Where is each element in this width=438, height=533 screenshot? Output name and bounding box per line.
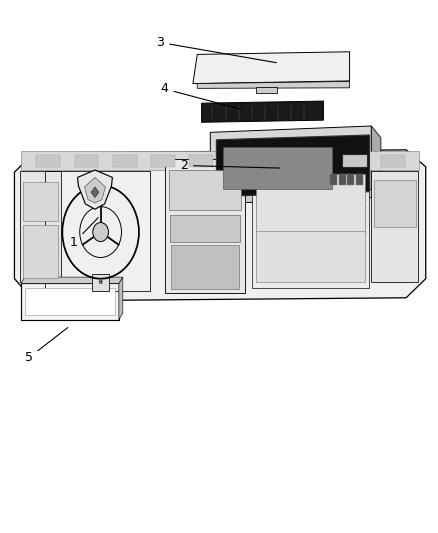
Bar — [347, 174, 354, 185]
Bar — [339, 174, 346, 185]
Text: H: H — [99, 280, 102, 285]
Polygon shape — [216, 135, 370, 197]
Bar — [25, 288, 115, 315]
Bar — [228, 155, 252, 167]
Bar — [21, 151, 419, 170]
Text: 3: 3 — [156, 36, 276, 63]
Polygon shape — [210, 126, 371, 204]
Polygon shape — [193, 52, 350, 84]
Bar — [381, 155, 405, 167]
Bar — [256, 174, 365, 233]
Bar — [36, 155, 60, 167]
Text: 5: 5 — [25, 328, 68, 364]
Bar — [74, 155, 99, 167]
Bar — [113, 155, 137, 167]
Polygon shape — [197, 82, 350, 88]
Bar — [330, 174, 337, 185]
Text: 4: 4 — [161, 83, 241, 109]
Bar — [266, 155, 290, 167]
Text: 1: 1 — [70, 217, 98, 249]
Bar — [171, 245, 239, 289]
Bar — [23, 225, 57, 278]
Bar — [92, 274, 110, 292]
Text: 2: 2 — [180, 159, 280, 172]
Polygon shape — [371, 126, 381, 198]
Bar — [223, 147, 332, 189]
Bar — [165, 159, 245, 293]
Polygon shape — [201, 101, 323, 122]
Bar — [343, 155, 367, 167]
Polygon shape — [78, 170, 113, 209]
Polygon shape — [21, 277, 123, 284]
Bar — [255, 87, 277, 93]
Bar — [170, 215, 240, 242]
Bar — [304, 155, 328, 167]
Bar — [374, 180, 416, 227]
Polygon shape — [119, 277, 123, 319]
Bar — [189, 155, 213, 167]
Bar — [169, 169, 241, 210]
Polygon shape — [210, 189, 381, 204]
Bar — [23, 182, 57, 221]
Bar — [252, 166, 369, 288]
Polygon shape — [14, 150, 426, 301]
Bar — [20, 171, 61, 282]
Bar — [267, 202, 290, 215]
Bar — [256, 231, 365, 282]
Bar — [356, 174, 363, 185]
Bar — [371, 171, 418, 282]
Bar — [21, 284, 119, 319]
Polygon shape — [85, 177, 106, 203]
Bar — [151, 155, 175, 167]
Circle shape — [93, 222, 109, 241]
Polygon shape — [91, 187, 99, 198]
